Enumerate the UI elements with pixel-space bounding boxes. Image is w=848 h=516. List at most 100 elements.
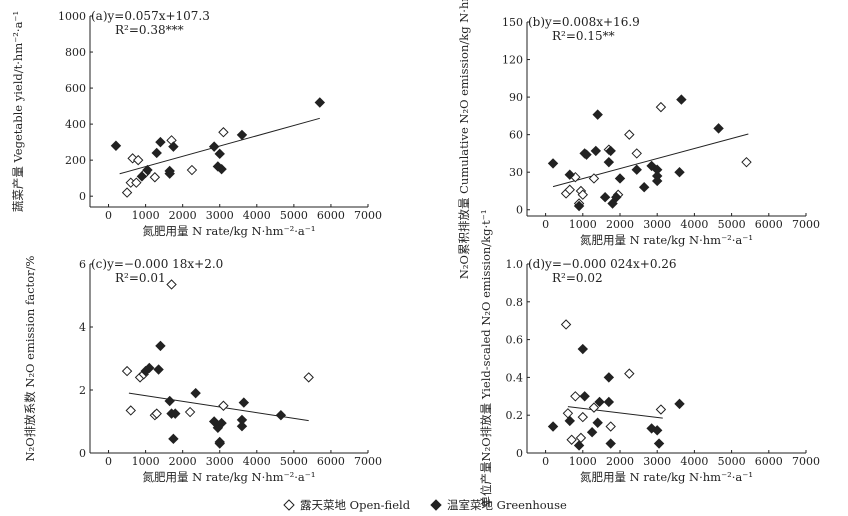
x-axis-label: 氮肥用量 N rate/kg N·hm⁻²·a⁻¹ xyxy=(143,470,316,484)
y-tick-label: 1.0 xyxy=(506,258,524,271)
greenhouse-point xyxy=(164,165,175,177)
greenhouse-point xyxy=(236,414,248,426)
y-tick-label: 0.2 xyxy=(506,409,524,422)
y-tick-label: 6 xyxy=(79,258,86,271)
greenhouse-point xyxy=(110,140,122,151)
panel-equation: (d)y=−0.000 024x+0.26 xyxy=(528,257,677,271)
greenhouse-point xyxy=(136,171,148,182)
x-tick-label: 2000 xyxy=(169,209,197,222)
x-tick-label: 6000 xyxy=(755,218,783,231)
x-tick-label: 3000 xyxy=(206,455,234,468)
open-field-point xyxy=(577,189,589,200)
greenhouse-point xyxy=(144,362,155,374)
greenhouse-point xyxy=(155,340,166,352)
x-tick-label: 6000 xyxy=(755,455,783,468)
y-axis-label: N₂O排放系数 N₂O emission factor/% xyxy=(23,256,37,462)
greenhouse-point xyxy=(592,417,603,428)
open-field-point xyxy=(121,365,133,377)
y-tick-label: 120 xyxy=(502,54,523,67)
x-tick-label: 0 xyxy=(542,218,549,231)
x-tick-label: 3000 xyxy=(643,455,671,468)
y-tick-label: 400 xyxy=(65,118,86,131)
open-field-point xyxy=(631,148,642,159)
open-field-point xyxy=(588,173,600,184)
regression-line xyxy=(119,117,320,175)
open-field-point xyxy=(127,153,138,164)
chart-panel-2: 0 1000 2000 3000 4000 5000 6000 7000 0 30 60 90 120 1… xyxy=(457,0,820,279)
open-field-point xyxy=(218,127,229,138)
x-axis-label: 氮肥用量 N rate/kg N·hm⁻²·a⁻¹ xyxy=(143,224,316,238)
greenhouse-point xyxy=(208,141,220,152)
x-tick-label: 3000 xyxy=(643,218,671,231)
greenhouse-point xyxy=(314,97,326,108)
greenhouse-point xyxy=(577,343,589,355)
greenhouse-point xyxy=(164,395,175,407)
x-tick-label: 1000 xyxy=(569,218,597,231)
x-tick-label: 1000 xyxy=(132,455,160,468)
greenhouse-point xyxy=(190,387,201,399)
open-field-point xyxy=(303,372,314,383)
open-field-point xyxy=(577,411,589,423)
open-field-point xyxy=(575,432,587,444)
x-axis-label: 氮肥用量 N rate/kg N·hm⁻²·a⁻¹ xyxy=(580,233,753,247)
x-tick-label: 2000 xyxy=(606,218,634,231)
x-axis-label: 氮肥用量 N rate/kg N·hm⁻²·a⁻¹ xyxy=(580,470,753,484)
panel-equation: (b)y=0.008x+16.9 xyxy=(528,15,640,29)
y-tick-label: 2 xyxy=(79,384,86,397)
x-tick-label: 3000 xyxy=(206,209,234,222)
greenhouse-point xyxy=(216,163,227,175)
greenhouse-point xyxy=(153,364,164,375)
x-tick-label: 4000 xyxy=(243,209,271,222)
open-field-point xyxy=(151,408,162,419)
y-tick-label: 4 xyxy=(79,321,86,334)
x-tick-label: 5000 xyxy=(718,455,746,468)
chart-panel-3: 0 1000 2000 3000 4000 5000 6000 7000 0 2 4 6 氮肥用量 N … xyxy=(23,256,382,484)
greenhouse-point xyxy=(614,173,626,184)
greenhouse-point xyxy=(651,425,663,436)
greenhouse-point xyxy=(607,198,618,209)
open-field-point xyxy=(570,391,581,402)
y-tick-label: 1000 xyxy=(58,10,86,23)
greenhouse-point xyxy=(586,427,598,438)
open-field-point xyxy=(166,279,177,290)
x-tick-label: 0 xyxy=(542,455,549,468)
panels: 0 1000 2000 3000 4000 5000 6000 700002004006008… xyxy=(11,0,820,507)
open-field-point xyxy=(624,129,635,140)
open-field-point xyxy=(655,101,667,113)
y-tick-label: 800 xyxy=(65,46,86,59)
greenhouse-point xyxy=(605,438,616,449)
x-tick-label: 5000 xyxy=(280,209,308,222)
x-tick-label: 1000 xyxy=(569,455,597,468)
open-field-point xyxy=(186,164,198,176)
open-field-point xyxy=(218,400,229,411)
greenhouse-point xyxy=(151,147,162,159)
greenhouse-point xyxy=(564,169,575,180)
legend-open-marker xyxy=(283,499,295,511)
greenhouse-point xyxy=(594,396,605,408)
x-tick-label: 5000 xyxy=(280,455,308,468)
greenhouse-point xyxy=(581,149,592,160)
y-tick-label: 600 xyxy=(65,82,86,95)
greenhouse-point xyxy=(168,433,179,445)
open-field-point xyxy=(125,405,136,416)
x-tick-label: 4000 xyxy=(680,218,708,231)
y-tick-label: 0 xyxy=(516,447,523,460)
x-tick-label: 5000 xyxy=(718,218,746,231)
y-tick-label: 0.8 xyxy=(506,296,524,309)
greenhouse-point xyxy=(674,166,685,178)
open-field-point xyxy=(564,184,575,195)
open-field-point xyxy=(131,177,142,188)
legend: 露天菜地 Open-field 温室菜地 Greenhouse xyxy=(283,498,567,512)
panel-r2: R²=0.15** xyxy=(552,29,615,43)
greenhouse-point xyxy=(170,408,181,419)
chart-panel-1: 0 1000 2000 3000 4000 5000 6000 7000 0 200 400 600 8… xyxy=(11,9,382,238)
open-field-point xyxy=(655,404,667,415)
greenhouse-point xyxy=(142,164,153,176)
greenhouse-point xyxy=(631,164,642,175)
x-tick-label: 0 xyxy=(105,455,112,468)
y-tick-label: 0.6 xyxy=(506,334,524,347)
legend-greenhouse-label: 温室菜地 Greenhouse xyxy=(447,498,567,512)
greenhouse-point xyxy=(579,391,590,402)
greenhouse-point xyxy=(236,129,248,141)
